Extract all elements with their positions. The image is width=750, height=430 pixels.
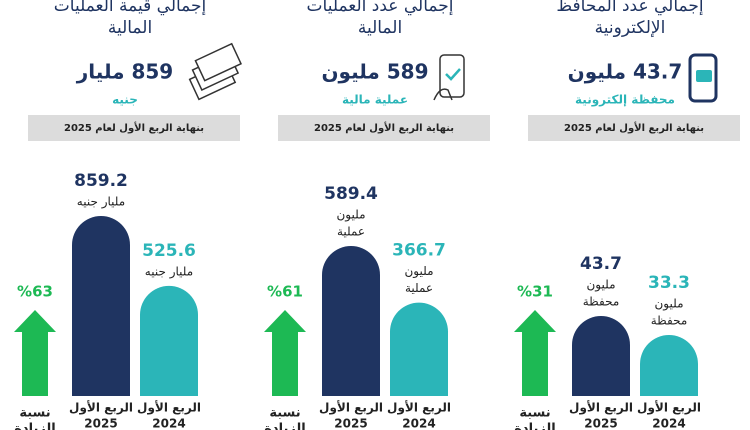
year: 2024	[652, 417, 685, 430]
period: الربع الأول	[319, 400, 383, 416]
bar	[72, 216, 130, 396]
note: بنهاية الربع الأول لعام 2025	[564, 121, 704, 134]
panel: إجمالي عدد المحافظ الإلكترونية 43.7 مليون م…	[514, 0, 740, 430]
period: الربع الأول	[69, 400, 133, 416]
headline-unit: جنيه	[112, 93, 138, 107]
year: 2025	[334, 417, 367, 430]
headline-unit: عملية مالية	[342, 93, 408, 107]
panel: إجمالي قيمة العمليات المالية 859 مليار جنيه…	[14, 0, 242, 430]
icon	[696, 70, 712, 82]
growth-label: نسبة	[19, 406, 50, 421]
growth-value: %63	[17, 283, 53, 301]
panel-title: الإلكترونية	[595, 18, 666, 38]
panel-title: إجمالي عدد المحافظ	[556, 0, 703, 16]
bar	[390, 302, 448, 396]
bar-unit: عملية	[337, 225, 365, 239]
panel-title: المالية	[358, 18, 402, 38]
bar-unit: مليون	[404, 264, 433, 279]
headline-unit: محفظة إلكترونية	[575, 93, 675, 108]
growth-value: %61	[267, 283, 303, 301]
bar-unit: عملية	[405, 281, 433, 295]
bar-value: 366.7	[392, 241, 446, 261]
year: 2024	[152, 417, 185, 430]
period: الربع الأول	[137, 400, 201, 416]
icon	[688, 53, 718, 103]
headline-figure: 43.7 مليون	[568, 60, 683, 84]
bar	[572, 316, 630, 396]
headline-figure: 589 مليون	[321, 60, 428, 84]
icon	[194, 42, 242, 82]
bar-value: 43.7	[580, 254, 622, 274]
growth-label: الزيادة	[264, 422, 306, 430]
growth-arrow	[14, 310, 56, 396]
bar-value: 525.6	[142, 241, 196, 261]
bar-value: 33.3	[648, 273, 690, 293]
growth-arrow	[514, 310, 556, 396]
bar	[140, 285, 198, 396]
headline-figure: 859 مليار	[76, 60, 173, 84]
bar-value: 589.4	[324, 184, 378, 204]
growth-label: نسبة	[269, 406, 300, 421]
icon	[439, 54, 465, 98]
bar-unit: مليار جنيه	[77, 195, 125, 210]
note: بنهاية الربع الأول لعام 2025	[64, 121, 204, 134]
bar-unit: مليون	[654, 297, 683, 312]
bar-value: 859.2	[74, 171, 128, 191]
bar	[640, 335, 698, 396]
panel-title: إجمالي قيمة العمليات	[54, 0, 206, 16]
growth-arrow	[264, 310, 306, 396]
bar	[322, 246, 380, 396]
icon	[433, 88, 453, 101]
growth-label: نسبة	[519, 406, 550, 421]
period: الربع الأول	[387, 400, 451, 416]
year: 2025	[84, 417, 117, 430]
panel-title: المالية	[108, 18, 152, 38]
bar-unit: محفظة	[583, 295, 620, 309]
bar-unit: مليار جنيه	[145, 264, 193, 279]
bar-unit: محفظة	[651, 314, 688, 328]
panel-title: إجمالي عدد العمليات	[307, 0, 454, 16]
period: الربع الأول	[569, 400, 633, 416]
growth-value: %31	[517, 283, 553, 301]
period: الربع الأول	[637, 400, 701, 416]
bar-unit: مليون	[336, 208, 365, 223]
growth-label: الزيادة	[514, 422, 556, 430]
growth-label: الزيادة	[14, 422, 56, 430]
year: 2025	[584, 417, 617, 430]
note-box	[528, 115, 740, 141]
note-box	[278, 115, 490, 141]
icon	[445, 68, 461, 81]
panel: إجمالي عدد العمليات المالية 589 مليون عملية…	[264, 0, 490, 430]
bar-unit: مليون	[586, 278, 615, 293]
note: بنهاية الربع الأول لعام 2025	[314, 121, 454, 134]
year: 2024	[402, 417, 435, 430]
note-box	[28, 115, 240, 141]
